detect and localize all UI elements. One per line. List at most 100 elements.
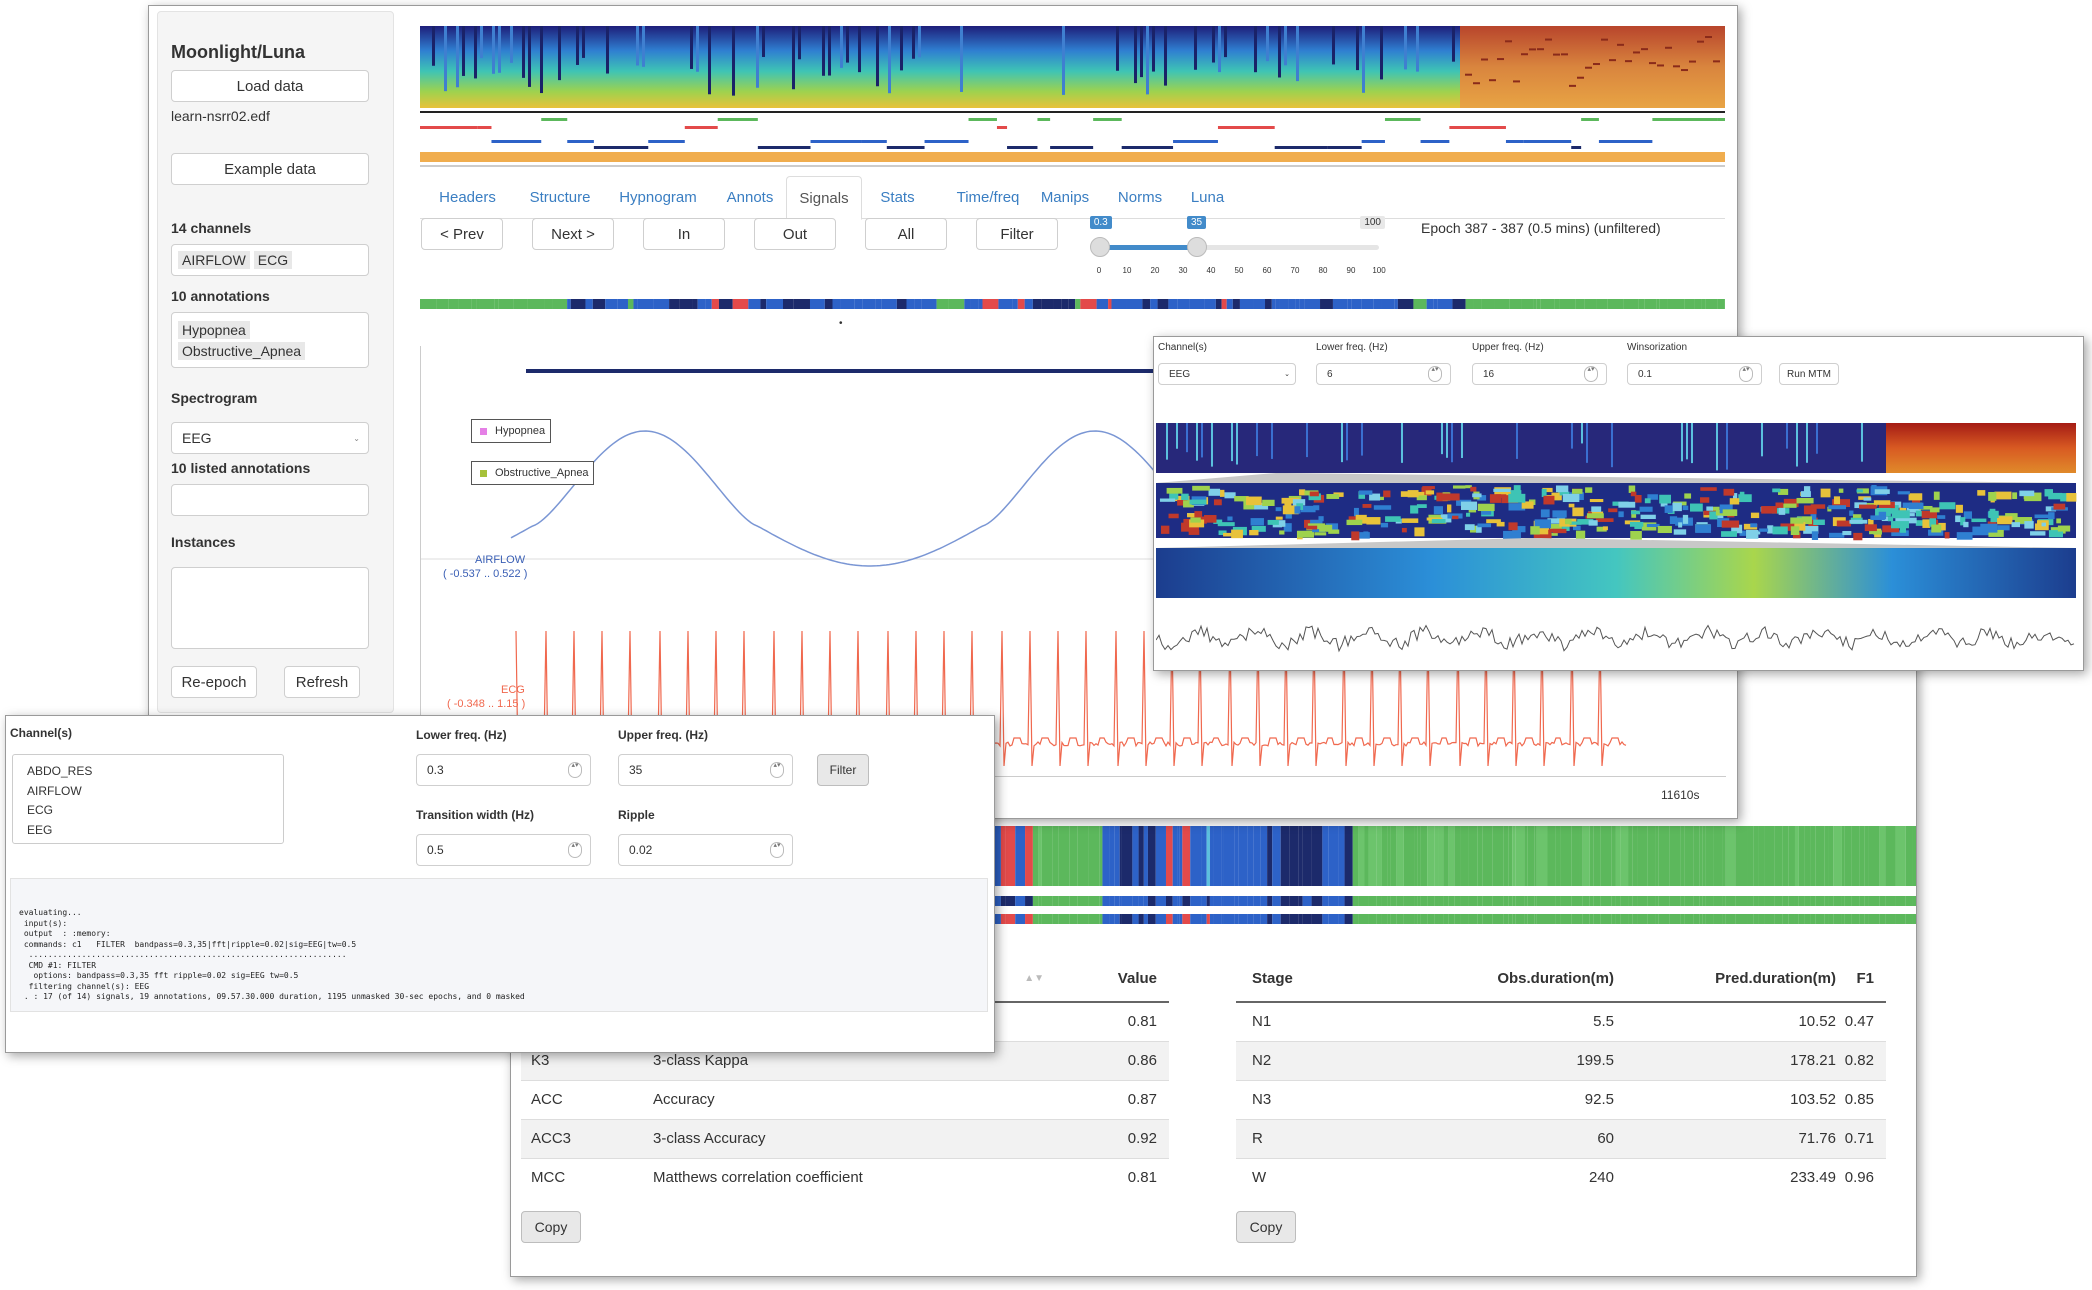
stats-band-segment [1735, 914, 1744, 924]
tab-norms[interactable]: Norms [1117, 188, 1163, 206]
tab-signals[interactable]: Signals [786, 176, 862, 220]
reepoch-button[interactable]: Re-epoch [171, 666, 257, 698]
mtm-stripe [1796, 423, 1798, 467]
list-item[interactable]: ABDO_RES [27, 764, 93, 778]
tab-annots[interactable]: Annots [726, 188, 774, 206]
stats-band-segment [1311, 826, 1323, 886]
mtm-blob [1493, 488, 1511, 492]
metrics-copy-button[interactable]: Copy [521, 1211, 581, 1243]
stats-band-segment [1253, 826, 1261, 886]
filter-button[interactable]: Filter [976, 218, 1058, 250]
stage-col-stage[interactable]: Stage [1252, 970, 1293, 987]
annotations-select[interactable]: Hypopnea Obstructive_Apnea [171, 312, 369, 368]
annotation-tag-hypopnea[interactable]: Hypopnea [178, 320, 250, 339]
mtm-channel-select[interactable]: EEG ⌄ [1158, 363, 1296, 385]
epoch-segment [1017, 299, 1025, 309]
mtm-blob [1508, 503, 1526, 511]
stage-col-f1[interactable]: F1 [1856, 970, 1874, 987]
filter-tw-input[interactable]: 0.5 ▴▾ [416, 834, 591, 866]
stage-col-obs[interactable]: Obs.duration(m) [1497, 970, 1614, 987]
stepper-icon[interactable]: ▴▾ [1739, 366, 1753, 382]
stats-band-segment [1302, 826, 1312, 886]
instances-list[interactable] [171, 567, 369, 649]
tab-timefreq[interactable]: Time/freq [956, 188, 1020, 206]
refresh-button[interactable]: Refresh [284, 666, 360, 698]
filter-ripple-input[interactable]: 0.02 ▴▾ [618, 834, 793, 866]
mtm-upper-input[interactable]: 16 ▴▾ [1472, 363, 1607, 385]
app-title: Moonlight/Luna [171, 42, 305, 62]
mtm-blob [1168, 513, 1179, 519]
stepper-icon[interactable]: ▴▾ [568, 842, 582, 858]
all-button[interactable]: All [865, 218, 947, 250]
filter-apply-button[interactable]: Filter [817, 754, 869, 786]
log-line: commands: c1 FILTER bandpass=0.3,35|fft|… [19, 939, 357, 949]
metric-description: Accuracy [653, 1091, 715, 1108]
slider-high-handle[interactable] [1187, 237, 1207, 257]
mtm-blob [1160, 525, 1170, 534]
spectrogram-stripe [1505, 40, 1512, 43]
epoch-segment [875, 299, 882, 309]
stage-col-pred[interactable]: Pred.duration(m) [1715, 970, 1836, 987]
stats-band-segment [1492, 826, 1504, 886]
stepper-icon[interactable]: ▴▾ [568, 762, 582, 778]
channel-tag-ecg[interactable]: ECG [253, 251, 293, 269]
epoch-segment [1373, 299, 1382, 309]
stats-band-segment [1620, 914, 1629, 924]
stats-band-segment [1119, 896, 1122, 906]
tab-structure[interactable]: Structure [529, 188, 591, 206]
stats-band-segment [1844, 826, 1852, 886]
epoch-segment [832, 299, 841, 309]
stepper-icon[interactable]: ▴▾ [1428, 366, 1442, 382]
spectrogram-stripe [1380, 26, 1383, 80]
list-item[interactable]: ECG [27, 803, 54, 817]
stepper-icon[interactable]: ▴▾ [770, 762, 784, 778]
stats-band-segment [1699, 826, 1703, 886]
tab-hypnogram[interactable]: Hypnogram [619, 188, 697, 206]
filter-channel-list[interactable]: ABDO_RES AIRFLOW ECG EEG [12, 754, 284, 844]
stage-copy-button[interactable]: Copy [1236, 1211, 1296, 1243]
hypnogram-segment [1505, 140, 1524, 143]
stepper-icon[interactable]: ▴▾ [770, 842, 784, 858]
tab-luna[interactable]: Luna [1190, 188, 1225, 206]
stepper-icon[interactable]: ▴▾ [1584, 366, 1598, 382]
epoch-segment [1347, 299, 1352, 309]
metrics-col-value[interactable]: Value [1117, 970, 1157, 987]
tab-manips[interactable]: Manips [1040, 188, 1090, 206]
channels-select[interactable]: AIRFLOW ECG [171, 244, 369, 276]
filter-upper-input[interactable]: 35 ▴▾ [618, 754, 793, 786]
mtm-blob [1739, 491, 1745, 495]
mtm-wins-input[interactable]: 0.1 ▴▾ [1627, 363, 1762, 385]
spectrogram-stripe [888, 26, 891, 94]
list-item[interactable]: EEG [27, 822, 53, 837]
prev-button[interactable]: < Prev [421, 218, 503, 250]
tab-headers[interactable]: Headers [439, 188, 496, 206]
slider-low-handle[interactable] [1089, 237, 1110, 257]
spectrogram-select[interactable]: EEG ⌄ [171, 422, 369, 454]
listed-annotations-select[interactable] [171, 484, 369, 516]
zoom-out-button[interactable]: Out [754, 218, 836, 250]
mtm-blob [1540, 509, 1550, 518]
zoom-in-button[interactable]: In [643, 218, 725, 250]
stats-band-segment [1482, 826, 1493, 886]
spectrogram-stripes [432, 26, 1720, 96]
annotation-tag-obstructive-apnea[interactable]: Obstructive_Apnea [178, 341, 306, 360]
spectrogram-stripe [558, 26, 561, 81]
spectrogram-stripe [1332, 26, 1335, 65]
epoch-segment [1584, 299, 1597, 309]
next-button[interactable]: Next > [532, 218, 614, 250]
example-data-button[interactable]: Example data [171, 153, 369, 185]
mtm-blob [1299, 489, 1306, 496]
metrics-col-desc[interactable]: ▲▼ [1024, 973, 1044, 984]
load-data-button[interactable]: Load data [171, 70, 369, 102]
run-mtm-button[interactable]: Run MTM [1779, 363, 1839, 385]
filter-lower-input[interactable]: 0.3 ▴▾ [416, 754, 591, 786]
frequency-slider[interactable]: 0.3 35 100 0 10 20 30 40 50 60 70 80 90 100 [1089, 216, 1389, 284]
epoch-segment [766, 299, 783, 309]
tab-stats[interactable]: Stats [880, 188, 915, 206]
epoch-segment [1177, 299, 1190, 309]
channel-tag-airflow[interactable]: AIRFLOW [178, 251, 250, 269]
mtm-blob [1189, 519, 1205, 528]
list-item[interactable]: AIRFLOW [27, 783, 82, 798]
mtm-lower-input[interactable]: 6 ▴▾ [1316, 363, 1451, 385]
stats-band-segment [1102, 914, 1110, 924]
